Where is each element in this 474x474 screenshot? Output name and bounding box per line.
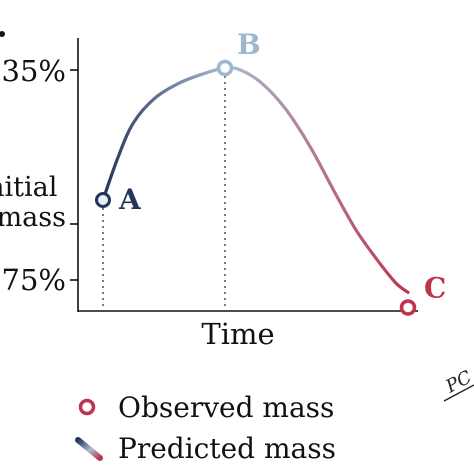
corner-dot	[0, 31, 5, 37]
y-tick-label-initial: Initial mass	[0, 172, 66, 233]
legend-observed-label: Observed mass	[118, 391, 334, 424]
y-tick-label-135: 135%	[0, 54, 66, 88]
y-tick-label-initial-line2: mass	[0, 202, 66, 233]
y-tick-label-initial-line1: Initial	[0, 172, 57, 203]
point-b-marker	[216, 59, 234, 77]
legend-predicted-marker	[75, 437, 103, 461]
watermark-underline	[443, 384, 474, 402]
point-a-marker	[95, 192, 111, 208]
predicted-mass-curve	[101, 66, 410, 294]
point-b-label: B	[237, 28, 261, 61]
point-a-label: A	[118, 183, 142, 216]
legend-observed-marker	[78, 398, 96, 416]
y-tick-label-75: 75%	[2, 263, 66, 297]
point-c-marker	[399, 299, 417, 316]
x-axis-label: Time	[201, 317, 274, 351]
legend-predicted-label: Predicted mass	[118, 432, 336, 465]
point-c-label: C	[424, 271, 446, 304]
